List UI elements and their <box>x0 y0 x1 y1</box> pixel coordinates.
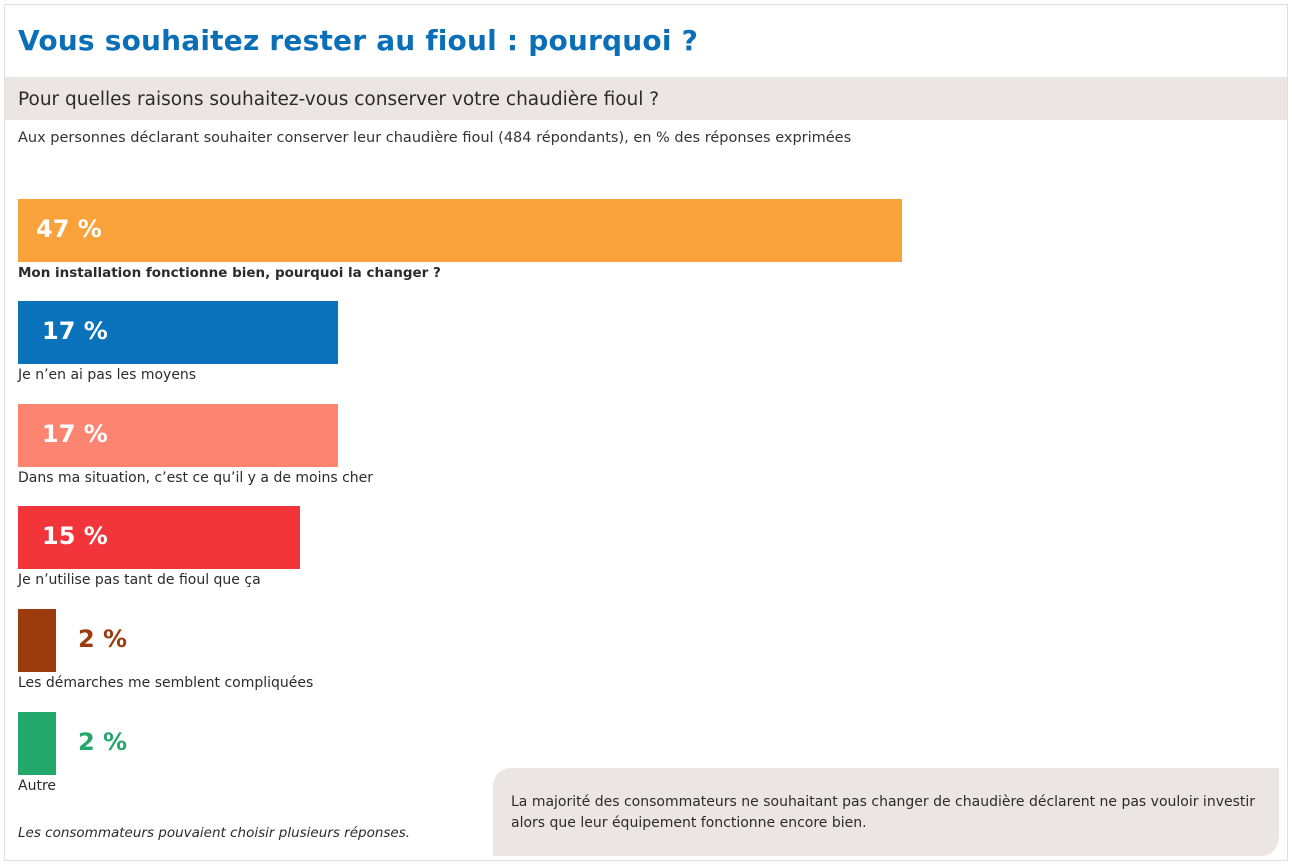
bar <box>18 301 338 364</box>
page-title: Vous souhaitez rester au fioul : pourquo… <box>18 24 699 57</box>
category-label: Les démarches me semblent compliquées <box>18 675 314 691</box>
bar-value-label: 17 % <box>42 317 108 345</box>
bar-value-label: 2 % <box>78 728 128 756</box>
bar <box>18 506 300 569</box>
footnote: Les consommateurs pouvaient choisir plus… <box>18 825 411 841</box>
bar <box>18 712 56 775</box>
bar-value-label: 47 % <box>36 215 102 243</box>
callout-box: La majorité des consommateurs ne souhait… <box>493 768 1279 856</box>
category-label: Dans ma situation, c’est ce qu’il y a de… <box>18 470 374 486</box>
base-note: Aux personnes déclarant souhaiter conser… <box>18 130 852 146</box>
bar <box>18 609 56 672</box>
bar <box>18 404 338 467</box>
bar-value-label: 15 % <box>42 522 108 550</box>
category-label: Mon installation fonctionne bien, pourqu… <box>18 265 441 281</box>
bar-value-label: 2 % <box>78 625 128 653</box>
category-label: Autre <box>18 778 57 794</box>
bar-value-label: 17 % <box>42 420 108 448</box>
category-label: Je n’utilise pas tant de fioul que ça <box>18 572 261 588</box>
category-label: Je n’en ai pas les moyens <box>18 367 197 383</box>
question-band <box>5 77 1287 120</box>
question-text: Pour quelles raisons souhaitez-vous cons… <box>18 89 660 110</box>
callout-text: La majorité des consommateurs ne souhait… <box>511 794 1256 831</box>
bar <box>18 199 902 262</box>
